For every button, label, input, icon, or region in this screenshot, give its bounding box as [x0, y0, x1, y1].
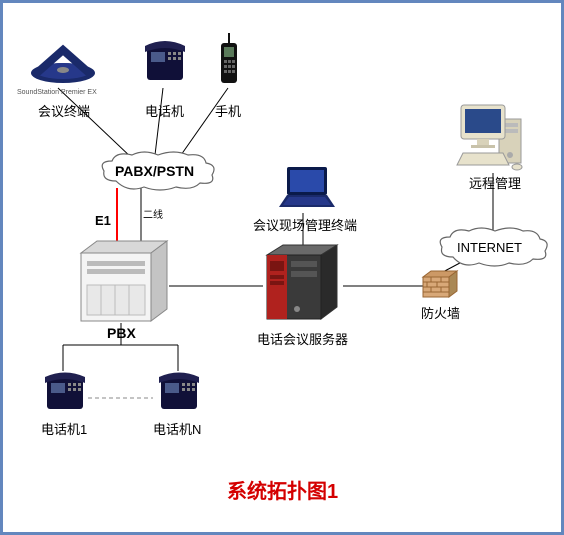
- firewall-label: 防火墙: [421, 303, 460, 322]
- phoneN-icon: [155, 371, 203, 422]
- phone1-icon: [41, 371, 89, 422]
- pabx-label: PABX/PSTN: [115, 163, 194, 179]
- diagram-title: 系统拓扑图1: [227, 475, 338, 504]
- phone1-label: 电话机1: [41, 419, 87, 438]
- conf-server-icon: [259, 241, 349, 334]
- mobile-label: 手机: [215, 101, 241, 120]
- pbx-icon: [71, 235, 171, 332]
- remote-pc-icon: [455, 99, 541, 178]
- internet-label: INTERNET: [457, 240, 522, 255]
- soundstation-caption: SoundStation Premier EX: [17, 89, 97, 96]
- conf-terminal-label: 会议终端: [38, 101, 90, 120]
- mobile-icon: [213, 31, 243, 91]
- phone-label: 电话机: [145, 101, 184, 120]
- diagram-canvas: SoundStation Premier EX 会议终端 电话机 手机 PABX…: [0, 0, 564, 535]
- onsite-mgmt-label: 会议现场管理终端: [253, 215, 357, 234]
- pbx-label: PBX: [107, 325, 136, 341]
- e1-label: E1: [95, 213, 111, 228]
- laptop-icon: [273, 163, 341, 220]
- phoneN-label: 电话机N: [153, 419, 201, 438]
- remote-mgmt-label: 远程管理: [469, 173, 521, 192]
- firewall-icon: [421, 269, 459, 306]
- two-wire-label: 二线: [143, 206, 163, 221]
- polycom-icon: [23, 38, 103, 88]
- deskphone-icon: [141, 38, 189, 88]
- conf-server-label: 电话会议服务器: [257, 329, 348, 348]
